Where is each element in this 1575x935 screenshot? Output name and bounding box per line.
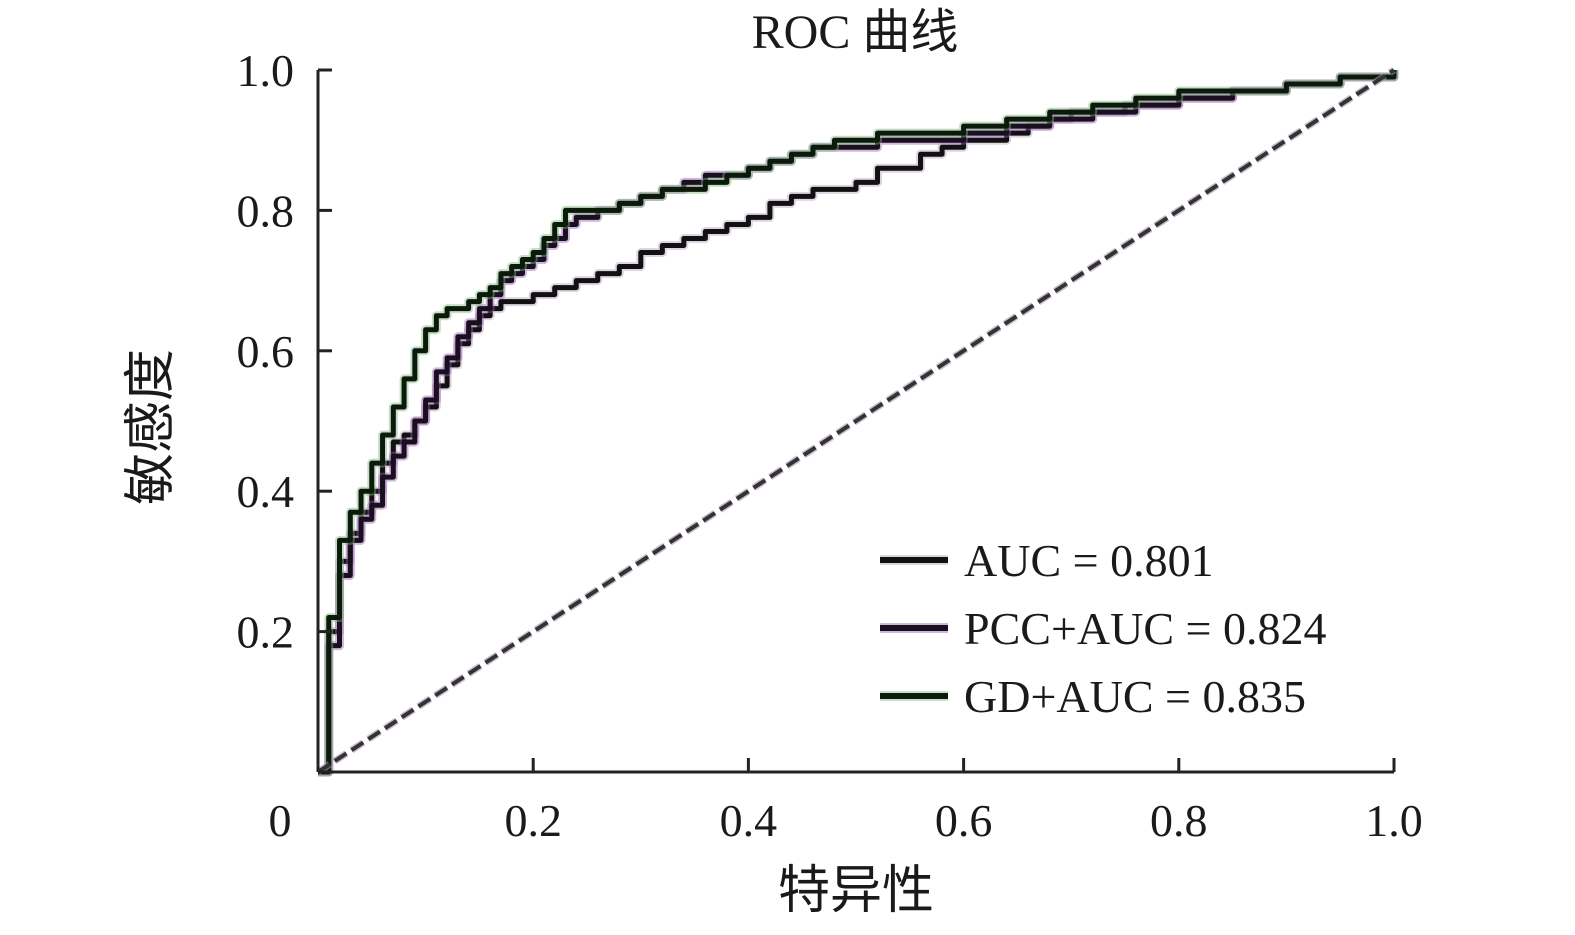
axes-group bbox=[316, 70, 1394, 774]
x-axis-title: 特异性 bbox=[778, 863, 934, 920]
y-tick-label: 0.8 bbox=[237, 185, 295, 236]
legend-label: PCC+AUC = 0.824 bbox=[964, 603, 1326, 654]
roc-series-2 bbox=[318, 70, 1397, 775]
chart-title: ROC 曲线 bbox=[752, 6, 959, 59]
y-tick-label: 1.0 bbox=[237, 45, 295, 96]
series-group bbox=[318, 70, 1399, 777]
roc-series-3 bbox=[318, 70, 1397, 775]
x-tick-label: 1.0 bbox=[1365, 795, 1423, 846]
legend: AUC = 0.801 PCC+AUC = 0.824 GD+AUC = 0.835 bbox=[880, 535, 1326, 722]
x-tick-label: 0.8 bbox=[1150, 795, 1208, 846]
y-tick-label: 0.4 bbox=[237, 466, 295, 517]
x-tick-label: 0 bbox=[269, 795, 292, 846]
legend-label: AUC = 0.801 bbox=[964, 535, 1214, 586]
y-axis-title: 敏感度 bbox=[123, 349, 180, 505]
x-tick-label: 0.2 bbox=[504, 795, 562, 846]
y-tick-label: 0.6 bbox=[237, 326, 295, 377]
y-tick-label: 0.2 bbox=[237, 607, 295, 658]
x-tick-label: 0.6 bbox=[935, 795, 993, 846]
reference-line-group bbox=[316, 67, 1396, 775]
reference-line bbox=[316, 68, 1396, 774]
legend-label: GD+AUC = 0.835 bbox=[964, 671, 1306, 722]
x-tick-label: 0.4 bbox=[720, 795, 778, 846]
ticks-group: 0 0.2 0.4 0.6 0.8 1.0 0.2 0.4 0.6 0.8 1.0 bbox=[237, 45, 1423, 846]
